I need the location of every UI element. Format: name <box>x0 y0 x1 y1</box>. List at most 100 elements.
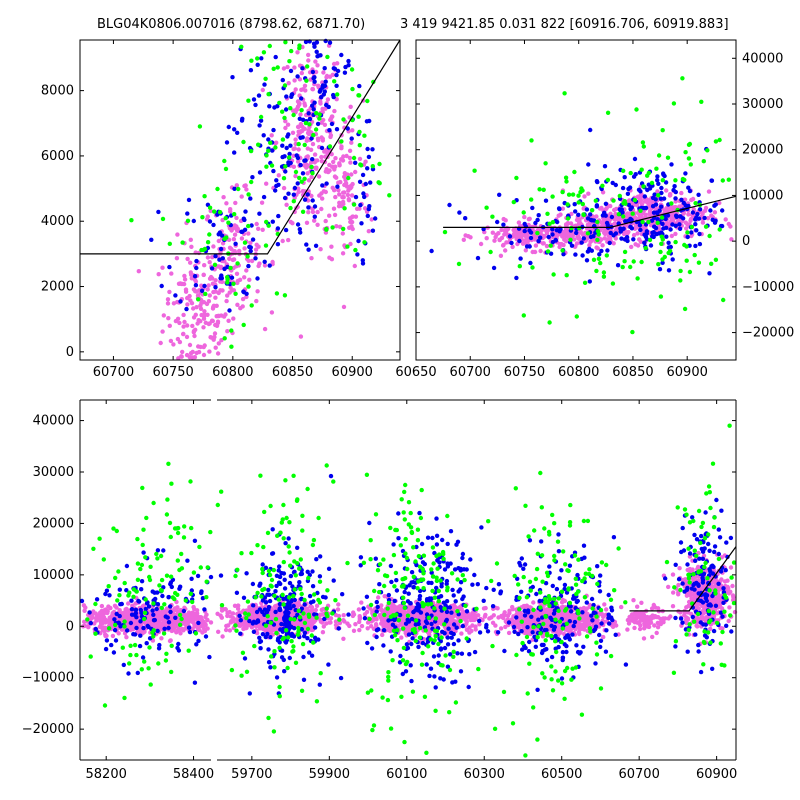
data-point-pink <box>260 227 265 232</box>
data-point-blue <box>321 92 326 97</box>
data-point-pink <box>310 86 315 92</box>
data-point-pink <box>218 279 223 284</box>
data-point-pink <box>613 211 618 217</box>
data-point-green <box>222 158 227 164</box>
data-point-pink <box>290 130 296 135</box>
data-point-pink <box>469 628 474 634</box>
data-point-green <box>167 241 172 246</box>
data-point-pink <box>167 289 172 295</box>
data-point-blue <box>574 230 579 236</box>
data-point-blue <box>230 75 235 80</box>
top-left-y-tick-label: 2000 <box>41 280 74 295</box>
data-point-pink <box>584 606 589 611</box>
data-point-green <box>215 186 220 192</box>
data-point-pink <box>225 329 230 334</box>
data-point-pink <box>292 146 297 151</box>
data-point-pink <box>223 627 229 633</box>
data-point-pink <box>604 205 609 211</box>
data-point-pink <box>327 213 332 218</box>
data-point-blue <box>641 205 647 211</box>
data-point-blue <box>361 191 366 196</box>
data-point-pink <box>91 609 96 614</box>
data-point-blue <box>213 254 218 259</box>
data-point-blue <box>642 194 647 199</box>
data-point-pink <box>328 133 334 138</box>
data-point-blue <box>587 279 592 284</box>
data-point-blue <box>335 68 341 74</box>
data-point-blue <box>270 219 275 224</box>
data-point-blue <box>298 162 303 168</box>
data-point-blue <box>219 276 224 281</box>
data-point-blue <box>652 192 657 197</box>
data-point-pink <box>159 636 164 641</box>
data-point-pink <box>498 253 504 258</box>
data-point-blue <box>194 258 199 264</box>
data-point-blue <box>514 275 519 281</box>
data-point-blue <box>334 127 340 132</box>
data-point-green <box>591 257 597 262</box>
data-point-pink <box>705 216 711 221</box>
data-point-blue <box>255 276 260 281</box>
data-point-blue <box>584 258 590 263</box>
data-point-blue <box>297 116 302 122</box>
data-point-blue <box>543 198 549 203</box>
data-point-pink <box>171 301 177 306</box>
data-point-blue <box>368 180 373 185</box>
data-point-blue <box>167 264 172 270</box>
data-point-blue <box>256 93 262 98</box>
data-point-pink <box>324 75 329 80</box>
data-point-blue <box>625 191 631 196</box>
data-point-pink <box>324 621 329 626</box>
data-point-pink <box>333 619 339 624</box>
data-point-green <box>267 43 272 49</box>
data-point-pink <box>178 281 183 286</box>
data-point-green <box>362 133 367 138</box>
data-point-green <box>311 132 316 138</box>
data-point-green <box>641 184 646 189</box>
data-point-green <box>207 205 213 210</box>
data-point-pink <box>380 632 385 638</box>
data-point-pink <box>639 202 645 207</box>
data-point-green <box>246 192 251 197</box>
data-point-blue <box>608 230 613 236</box>
data-point-blue <box>220 256 225 261</box>
data-point-green <box>212 262 218 267</box>
data-point-blue <box>232 127 237 132</box>
data-point-pink <box>196 344 201 349</box>
data-point-pink <box>168 338 174 344</box>
data-point-pink <box>205 626 210 631</box>
data-point-green <box>569 225 574 231</box>
data-point-pink <box>202 309 207 314</box>
data-point-blue <box>194 265 199 271</box>
data-point-blue <box>286 132 291 137</box>
data-point-pink <box>351 628 357 633</box>
data-point-pink <box>220 634 225 639</box>
data-point-pink <box>162 618 167 624</box>
data-point-green <box>332 79 337 84</box>
data-point-blue <box>257 170 263 175</box>
data-point-blue <box>501 222 506 227</box>
data-point-pink <box>350 214 355 220</box>
data-point-green <box>335 92 340 97</box>
top-left-x-tick-label: 60850 <box>272 365 313 380</box>
data-point-pink <box>235 226 240 231</box>
data-point-green <box>351 155 357 161</box>
top-left-chart-title: BLG04K0806.007016 (8798.62, 6871.70) <box>97 17 366 32</box>
data-point-pink <box>195 321 200 326</box>
data-point-green <box>313 127 319 132</box>
top-right-x-tick-label: 60900 <box>667 365 708 380</box>
data-point-blue <box>300 66 305 71</box>
data-point-pink <box>281 66 287 71</box>
data-point-pink <box>175 628 180 633</box>
data-point-green <box>472 168 477 173</box>
data-point-blue <box>257 123 262 128</box>
data-point-pink <box>309 193 314 199</box>
data-point-blue <box>507 234 513 239</box>
data-point-pink <box>190 626 195 631</box>
data-point-pink <box>349 224 354 229</box>
data-point-green <box>545 211 550 216</box>
data-point-green <box>576 193 581 198</box>
data-point-pink <box>341 613 346 618</box>
data-point-blue <box>191 218 196 224</box>
data-point-green <box>249 303 254 308</box>
